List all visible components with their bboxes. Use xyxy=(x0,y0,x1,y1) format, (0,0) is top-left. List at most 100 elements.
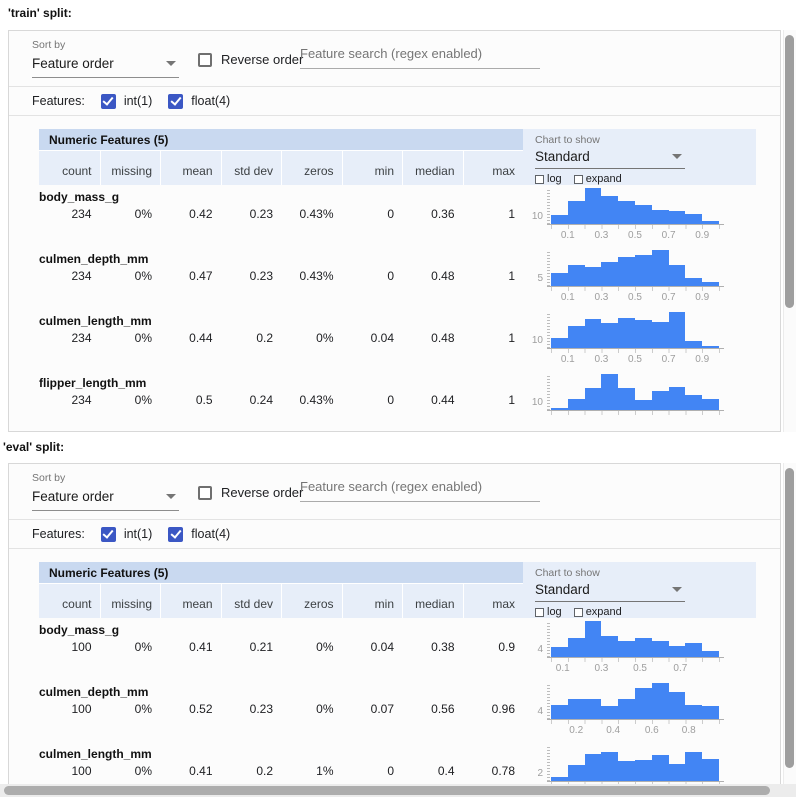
chart-to-show-box: Chart to show Standard log expand xyxy=(523,129,756,185)
feature-type-toggle-float[interactable]: float(4) xyxy=(168,526,231,542)
histogram-bar xyxy=(651,322,669,348)
checkbox-unchecked-icon[interactable] xyxy=(535,174,544,184)
histogram-x-tick-labels xyxy=(551,416,719,429)
eval-panel-scrollbar-thumb[interactable] xyxy=(785,468,794,768)
column-header-mean: mean xyxy=(160,151,221,185)
log-toggle[interactable]: log xyxy=(535,606,562,618)
feature-search-input[interactable] xyxy=(300,44,540,69)
sort-by-dropdown[interactable]: Feature order xyxy=(32,486,179,511)
histogram-bar xyxy=(601,323,619,348)
feature-type-toggle-int[interactable]: int(1) xyxy=(100,526,152,542)
expand-toggle[interactable]: expand xyxy=(573,173,622,185)
histogram-x-tick-label: 0.1 xyxy=(560,230,575,241)
cell-min: 0 xyxy=(387,393,394,407)
divider xyxy=(9,519,780,520)
sort-by-control: Sort by Feature order xyxy=(32,472,179,511)
eval-split-panel: Sort by Feature order Reverse order Feat… xyxy=(8,463,781,797)
histogram-x-axis-ticks xyxy=(551,720,720,724)
histogram-bar xyxy=(567,638,585,657)
reverse-order-control: Reverse order xyxy=(198,485,303,500)
reverse-order-checkbox[interactable] xyxy=(198,52,212,67)
histogram-bars xyxy=(551,683,719,719)
row-values: 100 0% 0.41 0.21 0% 0.04 0.38 0.9 xyxy=(39,640,523,654)
feature-type-label: float(4) xyxy=(191,527,231,541)
histogram-bar xyxy=(651,250,669,286)
expand-toggle[interactable]: expand xyxy=(573,606,622,618)
histogram: 4 0.1 0.3 0.5 0.7 xyxy=(523,619,756,677)
histogram-bar xyxy=(668,312,686,348)
histogram-bar xyxy=(685,214,703,224)
column-header-min: min xyxy=(341,584,403,618)
sort-by-control: Sort by Feature order xyxy=(32,39,179,78)
cell-min: 0 xyxy=(387,764,394,778)
column-header-missing: missing xyxy=(99,151,161,185)
column-header-zeros: zeros xyxy=(281,151,342,185)
column-headers: count missing mean std dev zeros min med… xyxy=(39,151,523,185)
cell-max: 0.9 xyxy=(498,640,515,654)
histogram-bar xyxy=(651,641,669,657)
horizontal-scrollbar-thumb[interactable] xyxy=(4,786,770,795)
histogram-x-tick-label: 0.8 xyxy=(681,725,696,736)
eval-controls-row: Sort by Feature order Reverse order xyxy=(9,464,780,519)
histogram-x-axis-ticks xyxy=(551,225,720,229)
chart-type-dropdown[interactable]: Standard xyxy=(535,148,685,169)
checkbox-unchecked-icon[interactable] xyxy=(573,607,583,617)
histogram-bar xyxy=(618,201,635,224)
histogram-bar xyxy=(634,320,652,348)
feature-type-toggle-float[interactable]: float(4) xyxy=(168,93,230,109)
cell-min: 0.04 xyxy=(370,331,394,345)
histogram-x-tick-label: 0.5 xyxy=(633,663,647,674)
table-head-left: Numeric Features (5) count missing mean … xyxy=(39,129,523,185)
cell-missing: 0% xyxy=(134,207,152,221)
histogram-y-axis-ruler xyxy=(547,683,550,719)
cell-median: 0.48 xyxy=(431,269,455,283)
column-header-mean: mean xyxy=(160,584,221,618)
checkbox-unchecked-icon[interactable] xyxy=(535,607,544,617)
histogram-x-tick-label: 0.3 xyxy=(594,354,609,365)
cell-std-dev: 0.23 xyxy=(249,702,273,716)
histogram-x-axis xyxy=(547,719,724,720)
checkbox-checked-icon[interactable] xyxy=(100,526,116,542)
histogram-bars xyxy=(551,374,719,410)
feature-name: flipper_length_mm xyxy=(39,376,147,390)
histogram-x-tick-label: 0.7 xyxy=(661,354,676,365)
checkbox-unchecked-icon[interactable] xyxy=(573,174,583,184)
reverse-order-checkbox[interactable] xyxy=(198,485,212,500)
histogram-bar xyxy=(651,683,669,719)
histogram-bar xyxy=(601,196,619,224)
histogram-x-tick-label: 0.1 xyxy=(560,292,575,303)
sort-by-dropdown[interactable]: Feature order xyxy=(32,53,179,78)
feature-search-input[interactable] xyxy=(300,477,540,502)
histogram-x-tick-label: 0.9 xyxy=(695,230,710,241)
cell-count: 100 xyxy=(71,640,92,654)
histogram-x-tick-label: 0.7 xyxy=(673,663,688,674)
train-panel-scrollbar-thumb[interactable] xyxy=(785,35,794,308)
histogram-y-axis-label: 4 xyxy=(537,644,543,655)
histogram-bar xyxy=(551,338,568,348)
cell-zeros: 0% xyxy=(316,640,334,654)
cell-mean: 0.52 xyxy=(189,702,213,716)
row-stats: culmen_depth_mm 100 0% 0.52 0.23 0% 0.07… xyxy=(39,680,523,742)
column-header-count: count xyxy=(62,164,92,178)
feature-name: culmen_length_mm xyxy=(39,314,152,328)
histogram-y-axis-ruler xyxy=(547,745,550,781)
histogram-x-tick-label: 0.5 xyxy=(628,292,642,303)
table-row: culmen_length_mm 100 0% 0.41 0.2 1% 0 0.… xyxy=(39,742,780,796)
checkbox-checked-icon[interactable] xyxy=(168,526,184,542)
column-header-min: min xyxy=(341,151,403,185)
histogram-y-axis-ruler xyxy=(547,188,550,224)
chart-type-dropdown[interactable]: Standard xyxy=(535,581,685,602)
checkbox-checked-icon[interactable] xyxy=(168,93,184,109)
histogram-bar xyxy=(651,755,669,781)
histogram: 4 0.2 0.4 0.6 0.8 xyxy=(523,681,756,739)
histogram-x-tick-label: 0.5 xyxy=(628,354,642,365)
cell-median: 0.4 xyxy=(437,764,455,778)
feature-type-toggle-int[interactable]: int(1) xyxy=(100,93,152,109)
log-toggle[interactable]: log xyxy=(535,173,562,185)
histogram-bar xyxy=(685,278,703,286)
histogram-bar xyxy=(601,262,619,286)
cell-mean: 0.41 xyxy=(189,640,213,654)
checkbox-checked-icon[interactable] xyxy=(100,93,116,109)
cell-median: 0.44 xyxy=(431,393,455,407)
cell-missing: 0% xyxy=(134,640,152,654)
